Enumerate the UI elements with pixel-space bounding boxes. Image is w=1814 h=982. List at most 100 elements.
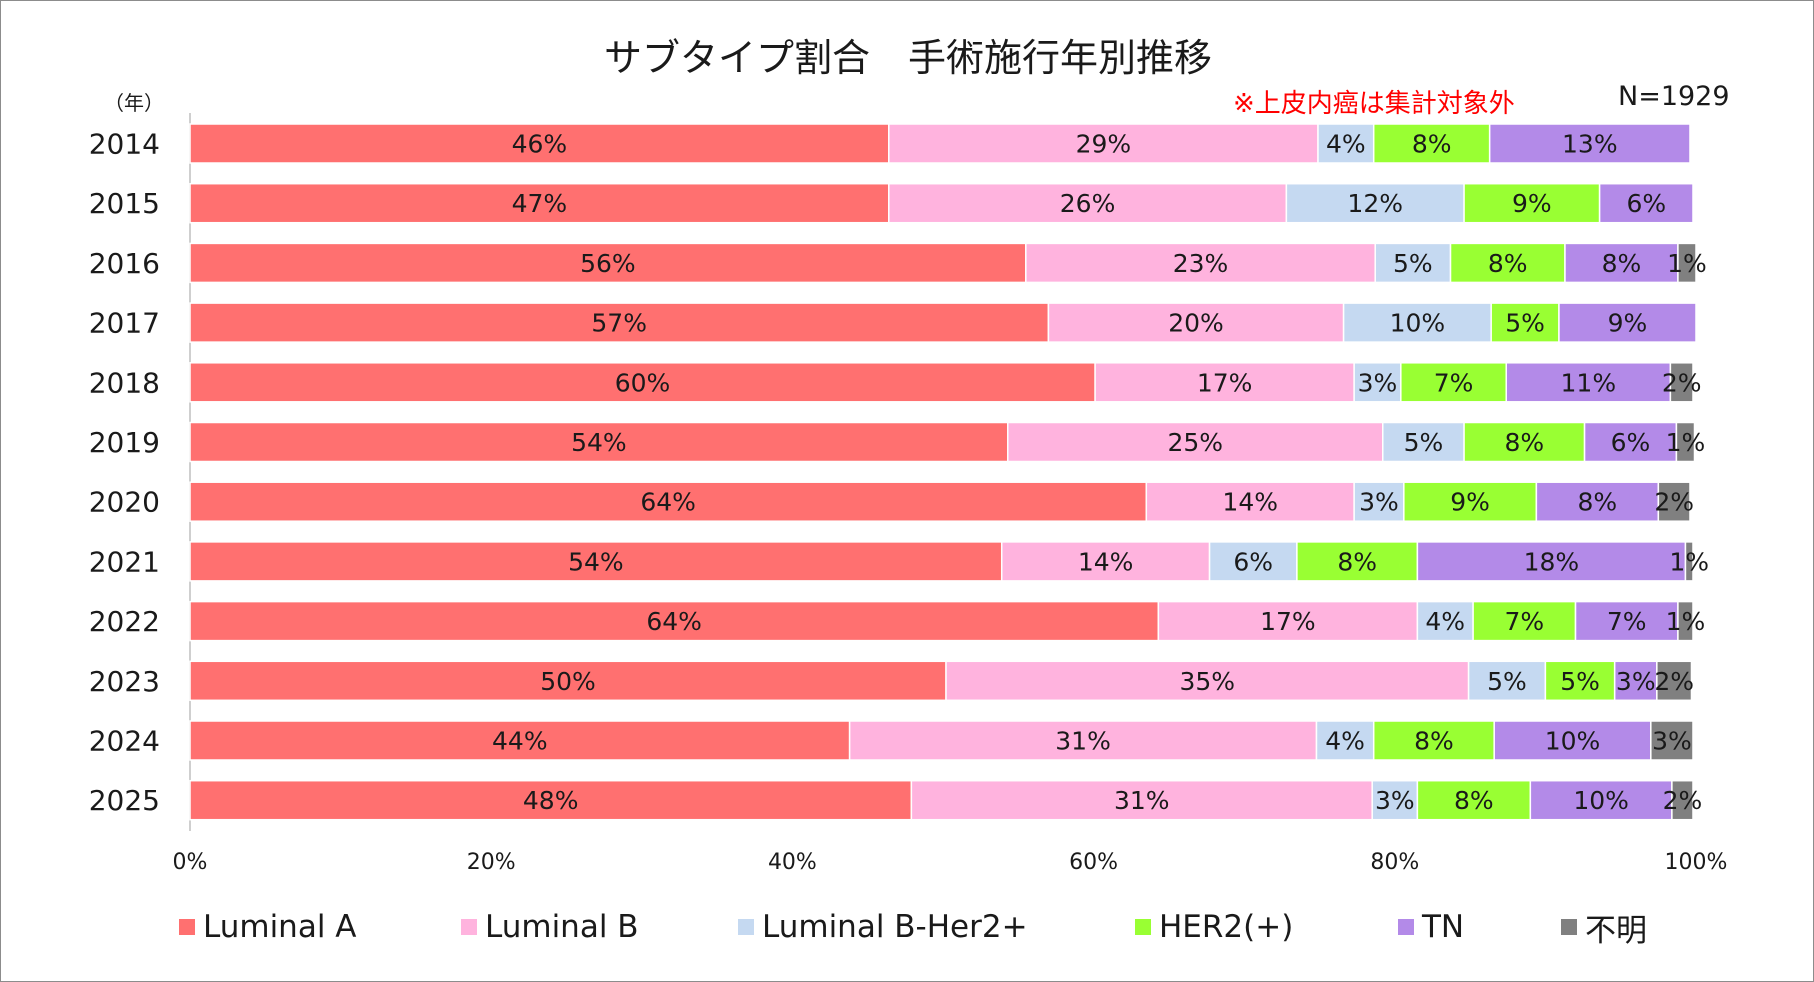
data-label: 6% [1611, 428, 1651, 457]
data-label: 31% [1055, 727, 1111, 756]
bar-segment [1403, 481, 1538, 522]
legend-label: Luminal B-Her2+ [762, 909, 1028, 945]
bar-segment [848, 720, 1318, 761]
y-tick-label: 2019 [89, 426, 160, 459]
data-label: 3% [1358, 368, 1398, 397]
data-label: 9% [1512, 189, 1552, 218]
bar-segment [1472, 600, 1577, 642]
bar-segment [1353, 362, 1402, 403]
bar-segment [189, 242, 1027, 284]
data-label: 8% [1578, 488, 1618, 517]
bar-segment [1467, 660, 1547, 702]
x-tick-label: 0% [173, 850, 208, 875]
sample-size-label: N=1929 [1618, 81, 1730, 112]
bar-segment [888, 182, 1288, 224]
data-label: 23% [1173, 249, 1229, 278]
data-label: 5% [1393, 249, 1433, 278]
data-label: 29% [1076, 130, 1132, 159]
y-tick-label: 2025 [89, 784, 160, 817]
data-label: 4% [1425, 607, 1465, 636]
bar-segment [888, 123, 1319, 164]
y-tick-label: 2024 [89, 725, 160, 758]
bar-segment [1416, 600, 1474, 642]
bar-segment [189, 779, 913, 821]
data-label: 57% [591, 309, 647, 338]
bar-segment [1675, 421, 1696, 463]
data-label: 14% [1222, 488, 1278, 517]
bar-segment [189, 600, 1160, 642]
y-axis-unit-label: （年） [104, 91, 164, 115]
bar-segment [1488, 123, 1691, 164]
data-label: 8% [1488, 249, 1528, 278]
legend-swatch [1561, 919, 1577, 935]
data-label: 8% [1454, 786, 1494, 815]
legend-item: TN [1398, 907, 1464, 947]
bar-segment [1684, 541, 1694, 582]
legend: Luminal A Luminal B Luminal B-Her2+ HER2(+)… [1, 907, 1814, 949]
data-label: 10% [1545, 727, 1601, 756]
legend-item: Luminal A [179, 907, 357, 947]
data-label: 8% [1414, 727, 1454, 756]
x-tick-label: 20% [467, 850, 516, 875]
y-tick-label: 2017 [89, 307, 160, 340]
data-label: 12% [1347, 189, 1403, 218]
bar-segment [1416, 541, 1687, 582]
data-label: 3% [1375, 786, 1415, 815]
data-label: 50% [540, 667, 596, 696]
bar-segment [189, 123, 890, 164]
bar-segment [1463, 182, 1601, 224]
data-label: 3% [1359, 488, 1399, 517]
y-tick-label: 2020 [89, 486, 160, 519]
x-tick-label: 80% [1370, 850, 1419, 875]
data-label: 47% [512, 189, 568, 218]
y-tick-label: 2021 [89, 545, 160, 578]
data-label: 3% [1616, 667, 1656, 696]
data-label: 18% [1524, 547, 1580, 576]
bar-segment [1353, 481, 1405, 522]
bar-segment [1535, 481, 1660, 522]
plot-area: 0% 20% 40% 60% 80% 100% 2014 46% 29% 4% 8% 13% 2015 4… [89, 113, 1727, 875]
data-label: 10% [1573, 786, 1629, 815]
data-label: 6% [1626, 189, 1666, 218]
data-label: 4% [1326, 130, 1366, 159]
data-label: 7% [1504, 607, 1544, 636]
bar-segment [1463, 421, 1586, 463]
data-label: 2% [1662, 368, 1702, 397]
legend-swatch [461, 919, 477, 935]
bar-segment [189, 541, 1003, 582]
legend-label: 不明 [1585, 912, 1647, 949]
legend-item: Luminal B [461, 907, 639, 947]
data-label: 9% [1450, 488, 1490, 517]
legend-swatch [1398, 919, 1414, 935]
bar-segment [1007, 421, 1384, 463]
data-label: 25% [1167, 428, 1223, 457]
bar-segment [189, 182, 890, 224]
data-label: 35% [1180, 667, 1236, 696]
bar-segment [1000, 541, 1211, 582]
bar-segment [1677, 600, 1694, 642]
bar-segment [1505, 362, 1672, 403]
data-label: 5% [1404, 428, 1444, 457]
data-label: 7% [1434, 368, 1474, 397]
data-label: 6% [1233, 547, 1273, 576]
legend-label: TN [1422, 909, 1465, 945]
bar-segment [1025, 242, 1376, 284]
data-label: 20% [1168, 309, 1224, 338]
bar-segment [1657, 481, 1691, 522]
data-label: 5% [1487, 667, 1527, 696]
bar-segment [1544, 660, 1616, 702]
bar-segment [1564, 242, 1679, 284]
legend-swatch [179, 919, 195, 935]
data-label: 3% [1652, 727, 1692, 756]
y-tick-label: 2016 [89, 247, 160, 280]
bar-segment [1583, 421, 1678, 463]
bar-segment [189, 720, 851, 761]
data-label: 17% [1197, 368, 1253, 397]
legend-label: Luminal B [485, 909, 639, 945]
bar-segment [189, 362, 1096, 403]
bar-segment [1598, 182, 1694, 224]
y-tick-label: 2014 [89, 128, 160, 161]
bar-segment [1285, 182, 1465, 224]
bar-segment [1669, 362, 1694, 403]
chart-note: ※上皮内癌は集計対象外 [1233, 89, 1515, 119]
